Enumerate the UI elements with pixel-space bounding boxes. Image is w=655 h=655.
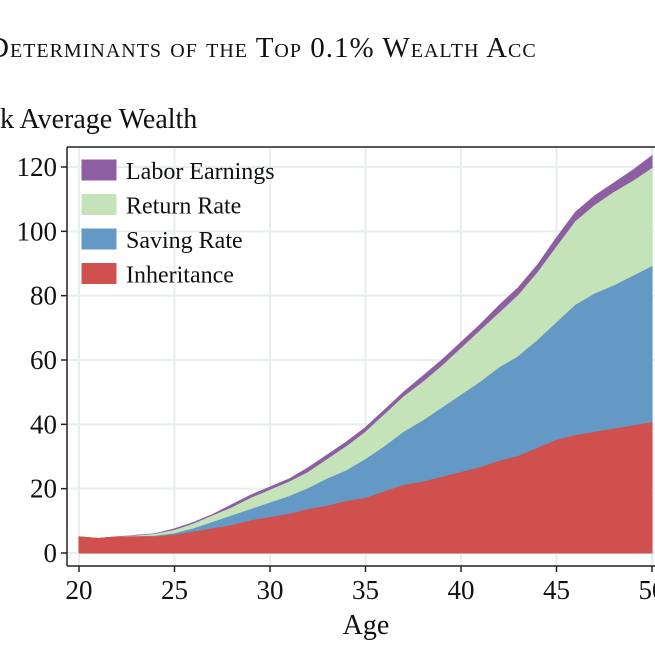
axes: 0 20 40 60 80 100 120 20 25 30 35 40 45 50 — [17, 146, 655, 605]
legend-swatch — [81, 194, 117, 215]
legend: Labor Earnings Return Rate Saving Rate Inhe… — [81, 159, 275, 289]
x-tick-label: 45 — [543, 575, 570, 605]
legend-swatch — [81, 159, 117, 181]
legend-swatch — [81, 263, 117, 284]
y-tick-label: 100 — [17, 216, 58, 246]
legend-label: Saving Rate — [126, 228, 243, 254]
y-axis-label: k Average Wealth — [0, 104, 198, 135]
x-tick-label: 50 — [639, 575, 655, 605]
legend-label: Labor Earnings — [126, 159, 275, 185]
chart-title: Determinants of the Top 0.1% Wealth Acc — [0, 32, 537, 64]
y-tick-label: 80 — [30, 281, 57, 311]
y-tick-label: 20 — [30, 474, 57, 504]
x-tick-label: 25 — [161, 575, 188, 605]
legend-swatch — [81, 228, 117, 250]
x-tick-label: 35 — [352, 575, 379, 605]
y-tick-label: 120 — [17, 152, 58, 182]
x-tick-label: 20 — [66, 575, 93, 605]
y-tick-label: 0 — [44, 538, 58, 568]
x-axis-label: Age — [343, 610, 390, 641]
x-tick-label: 30 — [257, 575, 284, 605]
areas — [78, 154, 653, 554]
y-tick-label: 40 — [30, 409, 57, 439]
x-tick-label: 40 — [448, 575, 475, 605]
legend-label: Inheritance — [126, 263, 234, 289]
area-inheritance — [78, 422, 653, 554]
y-tick-label: 60 — [30, 345, 57, 375]
legend-label: Return Rate — [126, 194, 241, 220]
